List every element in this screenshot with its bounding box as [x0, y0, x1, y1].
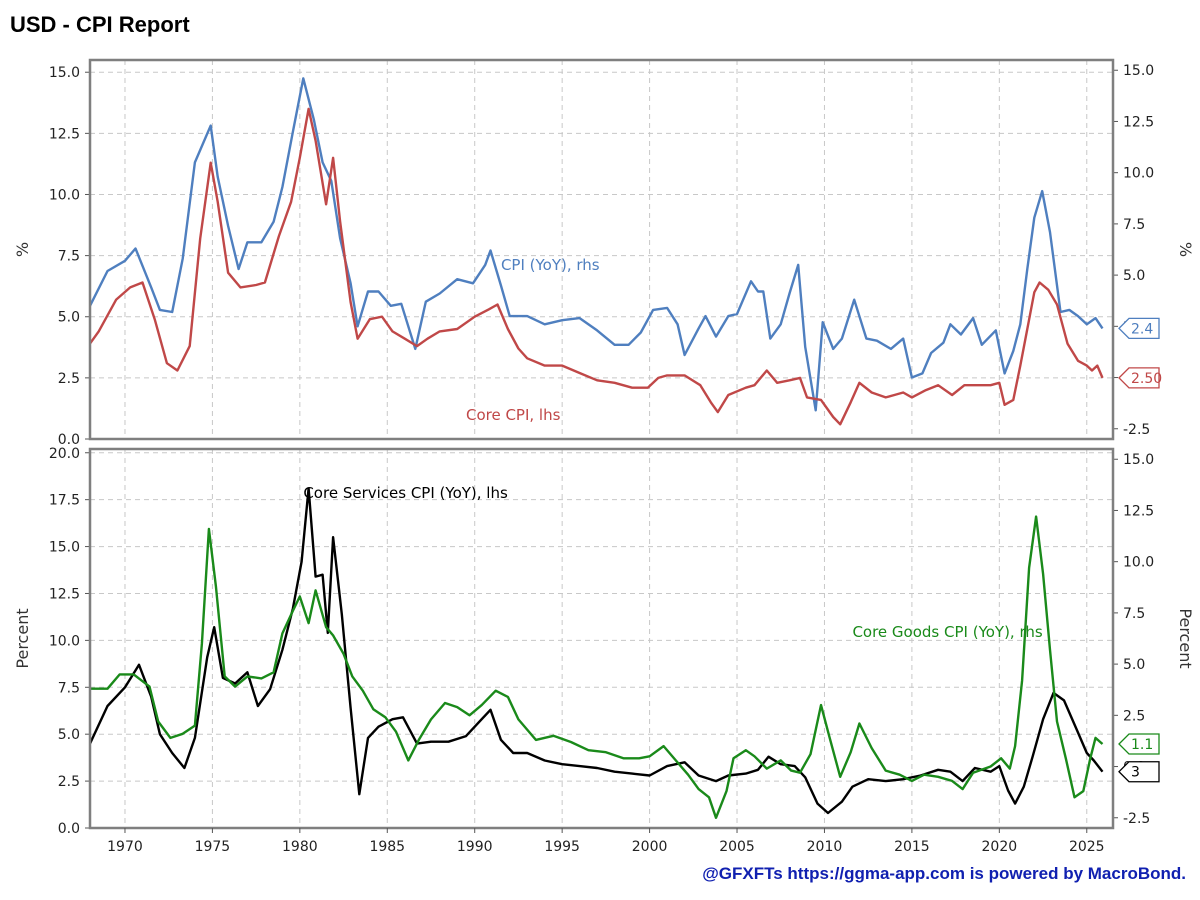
end-value-label: 2.50: [1131, 371, 1162, 387]
series-line-core-services-cpi-yoy-lhs: [88, 487, 1104, 815]
y-tick-label-left: 0.0: [58, 821, 80, 837]
y-tick-label-right: 7.5: [1123, 217, 1145, 233]
y-tick-label-left: 7.5: [58, 680, 80, 696]
y-tick-label-left: 17.5: [49, 493, 80, 509]
x-axis: 1970 1975 1980 1985 1990 1995 2000 2005 2010 2015…: [107, 828, 1105, 855]
series-label-core-cpi-lhs: Core CPI, lhs: [466, 406, 561, 424]
end-value-tag: [1118, 367, 1160, 389]
end-value-label: 2.4: [1131, 321, 1153, 337]
y-tick-label-right: -2.5: [1123, 422, 1150, 438]
x-tick-label: 2010: [807, 839, 843, 855]
y-tick-label-right: 10.0: [1123, 555, 1154, 571]
x-tick-label: 1980: [282, 839, 318, 855]
y-tick-label-left: 20.0: [49, 446, 80, 462]
x-tick-label: 1975: [195, 839, 231, 855]
x-tick-label: 1985: [369, 839, 405, 855]
series-line-core-goods-cpi-yoy-rhs: [90, 515, 1104, 819]
series-line-cpi-yoy-rhs: [88, 77, 1104, 412]
y-tick-label-left: 7.5: [58, 249, 80, 265]
footer-credit: @GFXFTs https://ggma-app.com is powered …: [702, 864, 1186, 883]
panel-top-cpi: 0.02.55.07.510.012.515.0-2.50.02.55.07.5…: [13, 58, 1195, 448]
x-tick-label: 2020: [982, 839, 1018, 855]
x-tick-label: 2005: [719, 839, 755, 855]
end-value-tag: [1118, 317, 1160, 340]
series-line-core-cpi-lhs: [89, 107, 1104, 426]
chart-title: USD - CPI Report: [10, 12, 190, 37]
y-tick-label-left: 5.0: [58, 310, 80, 326]
y-tick-label-left: 12.5: [49, 126, 80, 142]
y-tick-label-right: 15.0: [1123, 63, 1154, 79]
series-label-core-services-cpi-yoy-lhs: Core Services CPI (YoY), lhs: [303, 484, 508, 502]
x-tick-label: 2015: [894, 839, 930, 855]
y-axis-label-right: %: [1176, 242, 1195, 257]
y-tick-label-left: 5.0: [58, 727, 80, 743]
end-value-label: 1.1: [1131, 737, 1153, 753]
y-axis-label-left: Percent: [13, 608, 32, 668]
y-tick-label-right: 2.5: [1123, 708, 1145, 724]
y-tick-label-right: 15.0: [1123, 452, 1154, 468]
end-value-tag: [1118, 733, 1160, 755]
y-tick-label-left: 2.5: [58, 774, 80, 790]
x-tick-label: 1995: [544, 839, 580, 855]
y-tick-label-right: 5.0: [1123, 268, 1145, 284]
y-tick-label-right: -2.5: [1123, 811, 1150, 827]
y-axis-label-left: %: [13, 242, 32, 257]
end-value-label: 3: [1131, 765, 1140, 781]
panel-bottom-core-components: 0.02.55.07.510.012.515.017.520.0-2.50.02…: [13, 446, 1195, 837]
end-value-tag: [1118, 761, 1160, 783]
y-tick-label-left: 10.0: [49, 187, 80, 203]
y-tick-label-left: 12.5: [49, 586, 80, 602]
y-tick-label-right: 7.5: [1123, 606, 1145, 622]
y-tick-label-left: 2.5: [58, 371, 80, 387]
y-tick-label-right: 10.0: [1123, 166, 1154, 182]
series-label-cpi-yoy-rhs: CPI (YoY), rhs: [501, 256, 600, 274]
x-tick-label: 1990: [457, 839, 493, 855]
y-axis-label-right: Percent: [1176, 608, 1195, 668]
y-tick-label-left: 0.0: [58, 432, 80, 448]
x-tick-label: 2025: [1069, 839, 1105, 855]
y-tick-label-right: 12.5: [1123, 503, 1154, 519]
panel-frame-top: [88, 58, 1115, 441]
y-tick-label-right: 12.5: [1123, 114, 1154, 130]
y-tick-label-left: 15.0: [49, 540, 80, 556]
x-tick-label: 2000: [632, 839, 668, 855]
y-tick-label-left: 15.0: [49, 65, 80, 81]
x-tick-label: 1970: [107, 839, 143, 855]
y-tick-label-left: 10.0: [49, 633, 80, 649]
series-label-core-goods-cpi-yoy-rhs: Core Goods CPI (YoY), rhs: [852, 623, 1042, 641]
y-tick-label-right: 5.0: [1123, 657, 1145, 673]
panel-frame-bottom: [88, 447, 1115, 830]
